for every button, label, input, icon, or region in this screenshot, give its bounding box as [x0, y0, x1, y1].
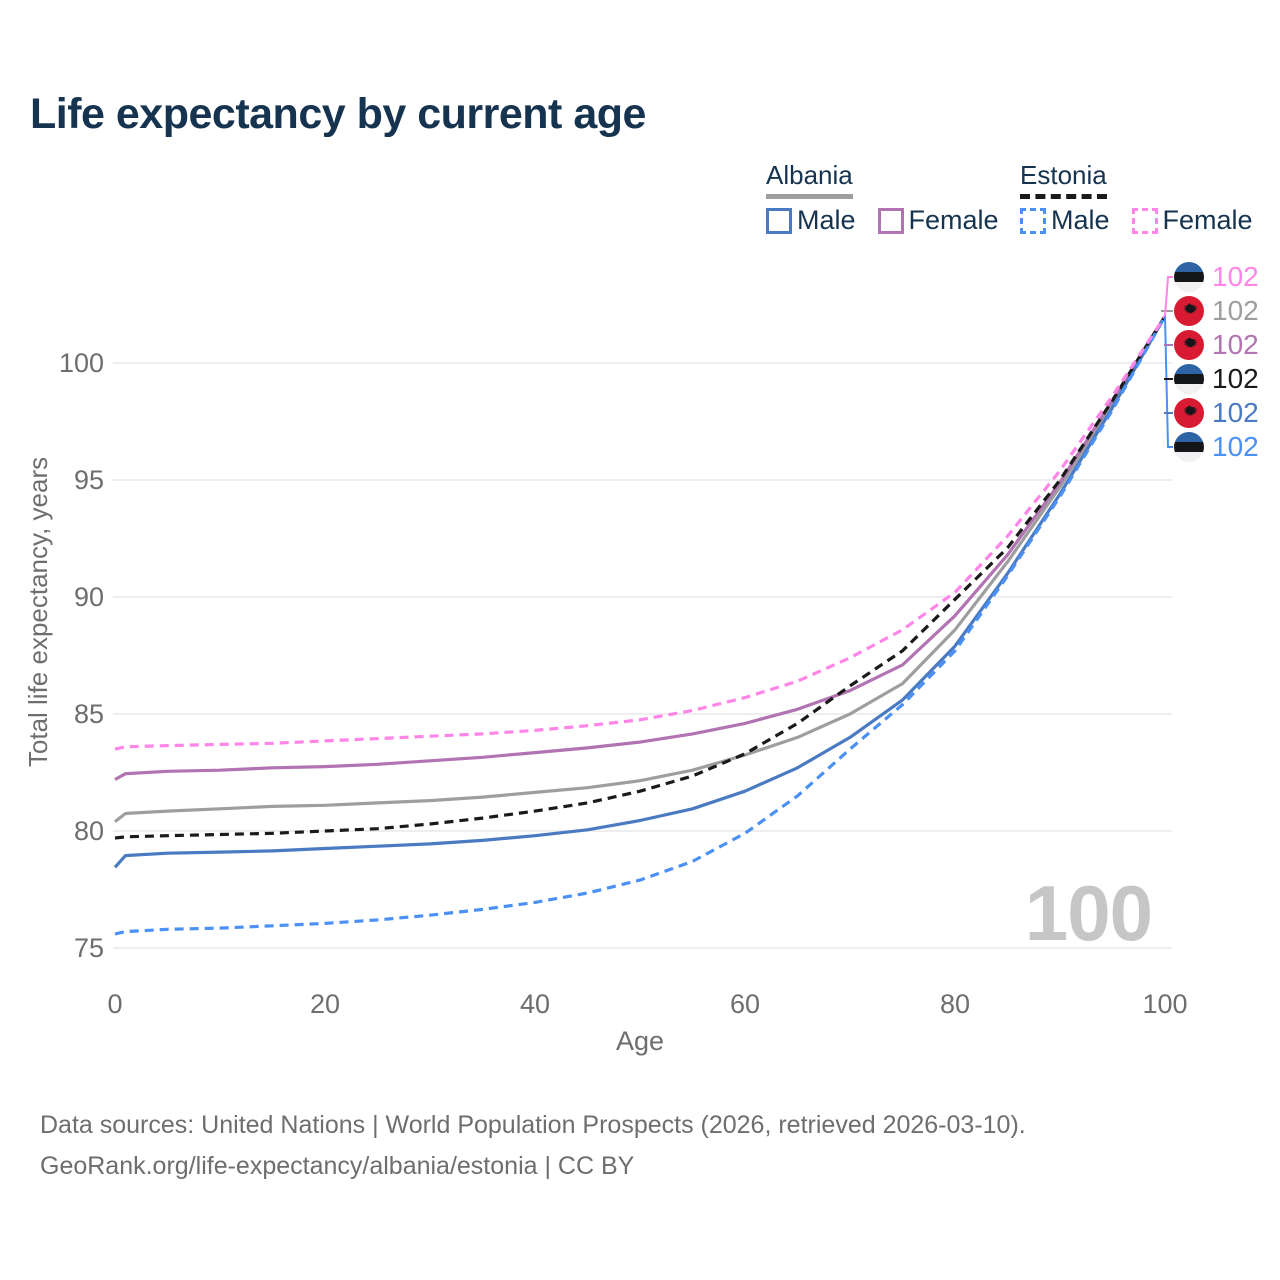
- legend-group-estonia: Estonia Male Female: [1020, 160, 1253, 236]
- legend-item-label[interactable]: Female: [908, 205, 999, 235]
- albania-flag-icon: [1174, 296, 1204, 326]
- footer: Data sources: United Nations | World Pop…: [40, 1105, 1026, 1187]
- series-line-estonia[interactable]: [114, 315, 1167, 840]
- x-tick-label: 20: [310, 989, 340, 1019]
- legend-country-albania[interactable]: Albania: [766, 160, 853, 199]
- estonia-flag-icon: [1174, 262, 1204, 292]
- legend-item-label[interactable]: Male: [797, 205, 856, 235]
- albania-eagle-icon: [1182, 404, 1198, 416]
- albania-flag-icon: [1174, 330, 1204, 360]
- end-value: 102: [1212, 397, 1259, 428]
- albania-male-swatch-icon[interactable]: [766, 207, 792, 234]
- end-value: 102: [1212, 261, 1259, 292]
- estonia-female-swatch-icon[interactable]: [1131, 207, 1158, 234]
- albania-eagle-icon: [1182, 336, 1198, 348]
- y-tick-label: 75: [74, 933, 104, 963]
- end-value: 102: [1212, 363, 1259, 394]
- end-label-estonia: 102: [1174, 362, 1259, 396]
- legend-group-albania: Albania Male Female: [766, 160, 999, 236]
- y-tick-label: 95: [74, 465, 104, 495]
- x-tick-label: 40: [520, 989, 550, 1019]
- page-title: Life expectancy by current age: [30, 90, 646, 138]
- x-tick-label: 0: [107, 989, 122, 1019]
- albania-female-swatch-icon[interactable]: [877, 207, 904, 234]
- legend-item-albania-male[interactable]: Male: [766, 205, 856, 236]
- y-tick-label: 85: [74, 699, 104, 729]
- legend-country-estonia[interactable]: Estonia: [1020, 160, 1107, 199]
- end-label-albania: 102: [1174, 294, 1259, 328]
- y-axis-title: Total life expectancy, years: [23, 457, 53, 767]
- footer-sources-line: Data sources: United Nations | World Pop…: [40, 1111, 1026, 1139]
- leader-line: [1164, 316, 1173, 448]
- albania-flag-icon: [1174, 398, 1204, 428]
- y-tick-label: 90: [74, 582, 104, 612]
- end-label-estonia-male: 102: [1174, 430, 1259, 464]
- estonia-flag-icon: [1174, 364, 1204, 394]
- age-counter-watermark: 100: [1024, 869, 1153, 957]
- series-line-albania-male[interactable]: [113, 315, 1167, 869]
- series-line-albania-female[interactable]: [114, 315, 1167, 781]
- estonia-flag-icon: [1174, 432, 1204, 462]
- end-label-albania-male: 102: [1174, 396, 1259, 430]
- y-tick-label: 80: [74, 816, 104, 846]
- legend-item-estonia-female[interactable]: Female: [1131, 205, 1253, 236]
- footer-url-line: GeoRank.org/life-expectancy/albania/esto…: [40, 1152, 635, 1180]
- end-labels: 102 102 102 102 102 102: [1174, 260, 1259, 464]
- x-axis-title: Age: [616, 1026, 664, 1056]
- end-label-albania-female: 102: [1174, 328, 1259, 362]
- albania-eagle-icon: [1182, 302, 1198, 314]
- end-label-estonia-female: 102: [1174, 260, 1259, 294]
- series-line-estonia-female[interactable]: [114, 315, 1167, 751]
- y-tick-label: 100: [59, 348, 104, 378]
- end-value: 102: [1212, 295, 1259, 326]
- x-tick-label: 80: [940, 989, 970, 1019]
- estonia-male-swatch-icon[interactable]: [1020, 207, 1046, 234]
- end-value: 102: [1212, 431, 1259, 462]
- legend-item-estonia-male[interactable]: Male: [1020, 205, 1110, 236]
- end-value: 102: [1212, 329, 1259, 360]
- legend-item-albania-female[interactable]: Female: [877, 205, 999, 236]
- series-line-estonia-male[interactable]: [114, 315, 1167, 936]
- x-tick-label: 100: [1142, 989, 1187, 1019]
- series-line-albania[interactable]: [114, 315, 1167, 823]
- legend-item-label[interactable]: Female: [1162, 205, 1253, 235]
- x-tick-label: 60: [730, 989, 760, 1019]
- leader-line: [1164, 276, 1173, 317]
- legend-item-label[interactable]: Male: [1051, 205, 1110, 235]
